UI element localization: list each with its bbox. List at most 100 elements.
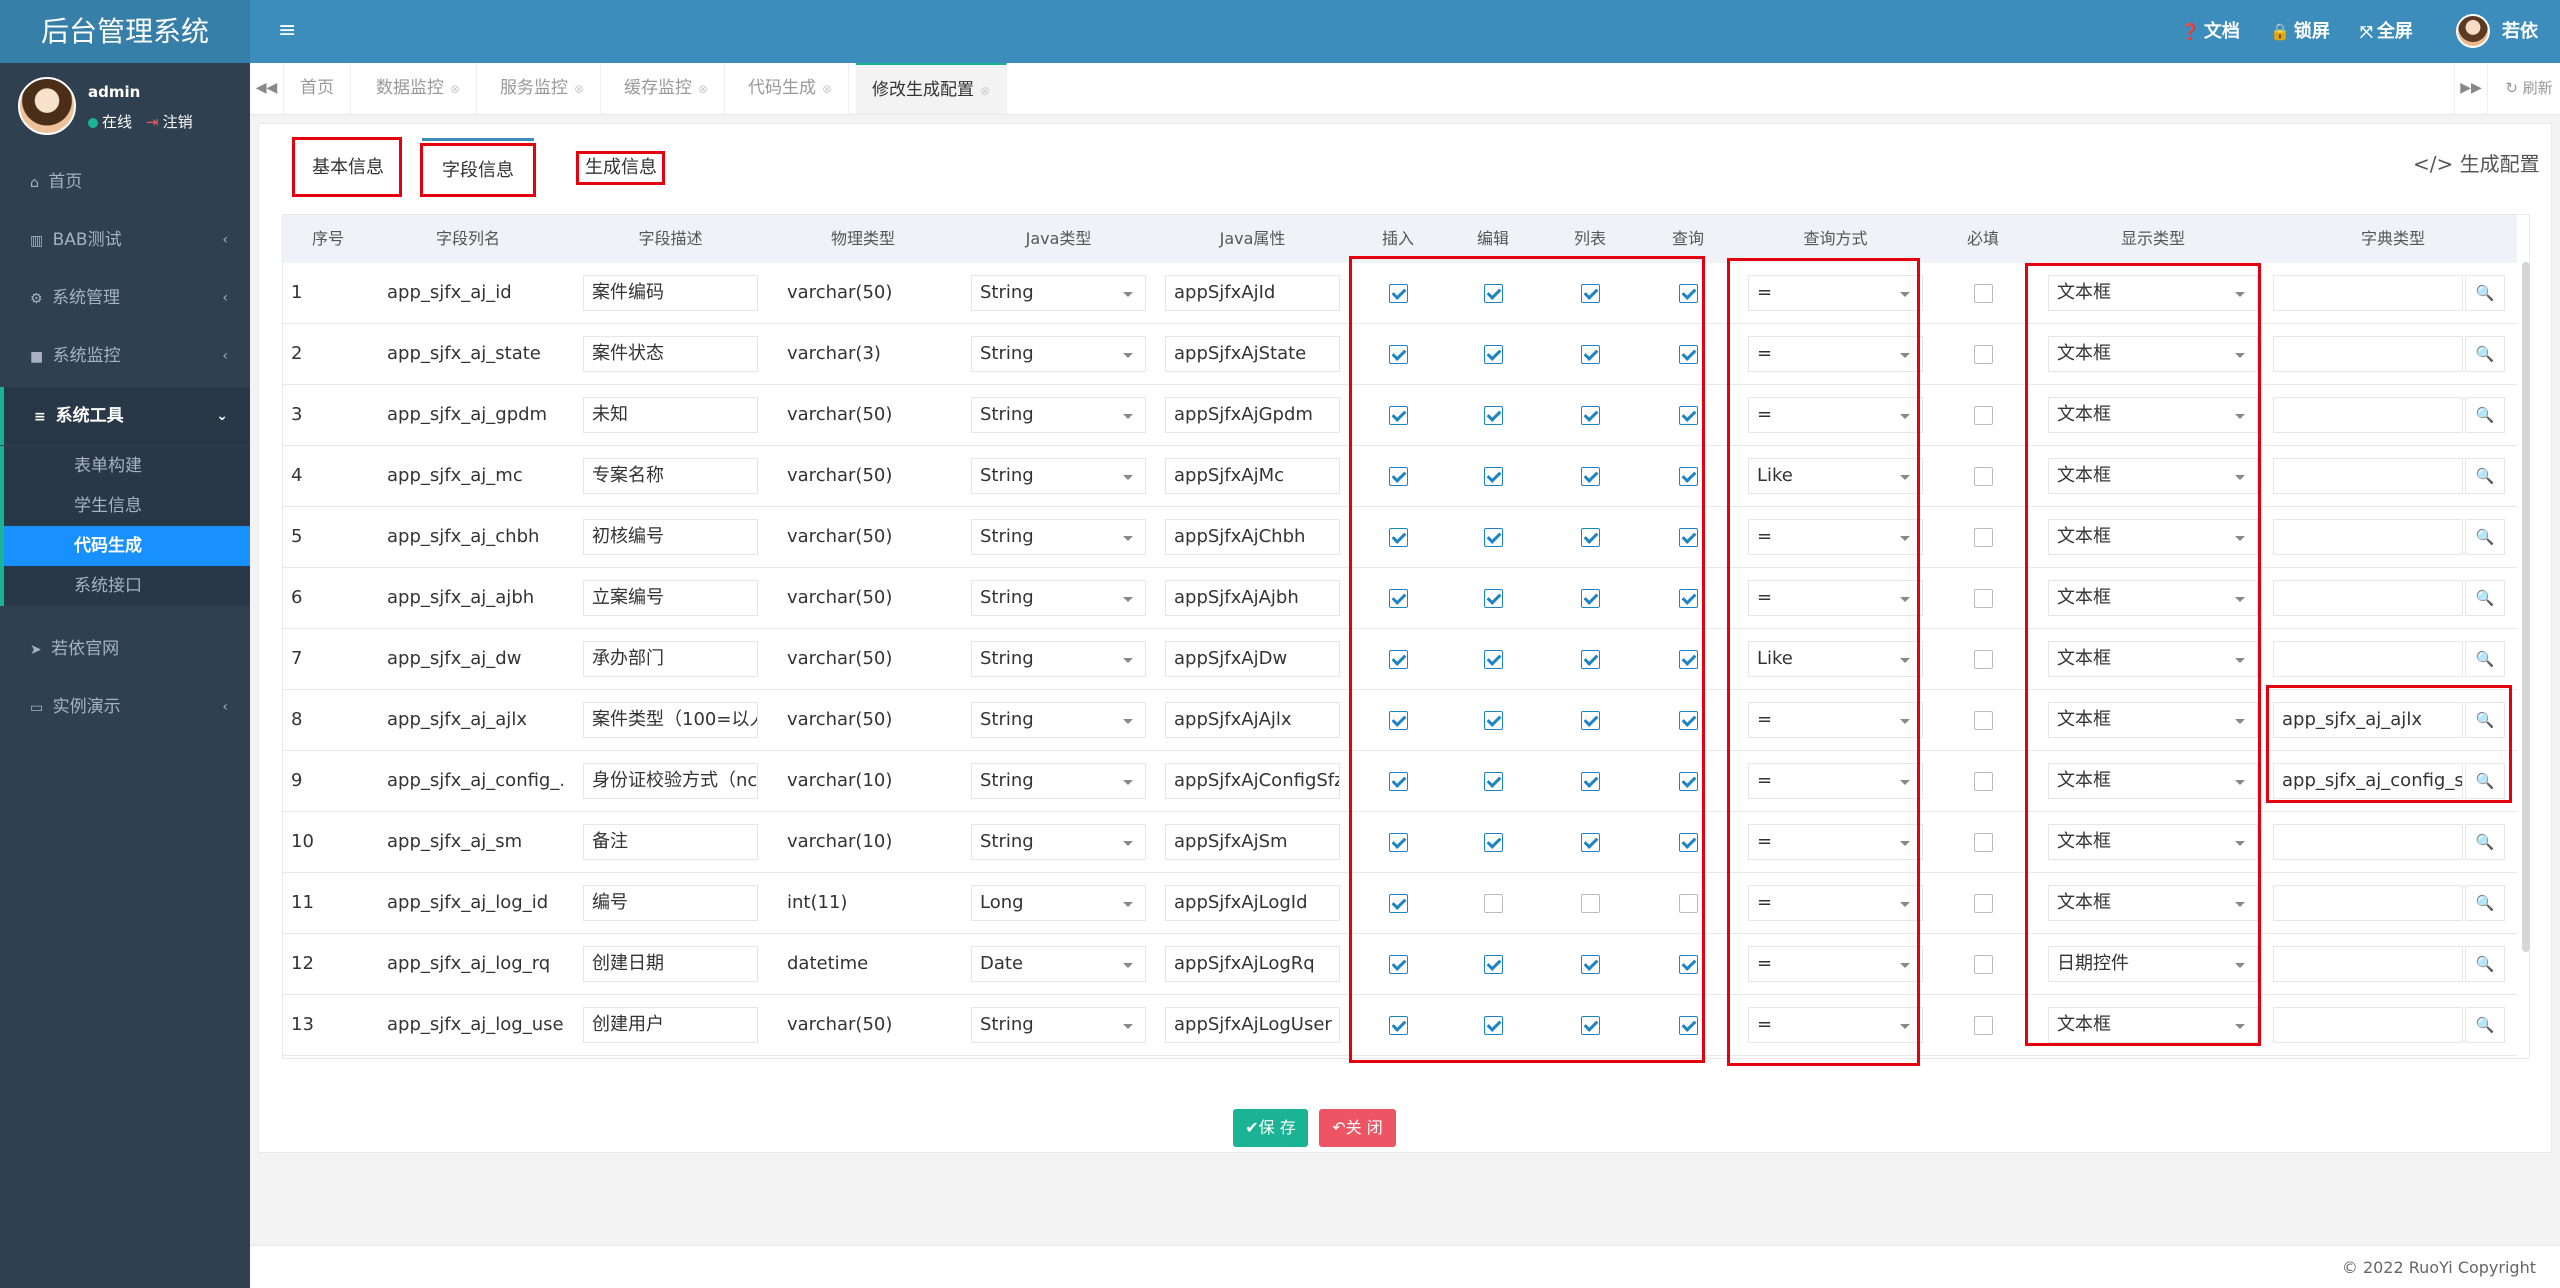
tab-field-info[interactable]: 字段信息 (422, 138, 534, 198)
list-checkbox[interactable] (1580, 711, 1600, 730)
java-attr-input[interactable]: appSjfxAjMc (1165, 458, 1340, 494)
logout-icon[interactable]: ⇥ (146, 113, 159, 131)
java-type-select[interactable]: String (971, 824, 1146, 860)
dict-type-input[interactable] (2273, 519, 2463, 555)
sidebar-item-system-monitor[interactable]: ■ 系统监控 ‹ (0, 327, 250, 385)
display-type-select[interactable]: 文本框 (2048, 885, 2258, 921)
field-desc-input[interactable]: 案件类型（100=以人 (583, 702, 758, 738)
list-checkbox[interactable] (1580, 1016, 1600, 1035)
required-checkbox[interactable] (1973, 467, 1993, 486)
edit-checkbox[interactable] (1483, 650, 1503, 669)
tab-basic-info[interactable]: 基本信息 (312, 157, 384, 178)
dict-type-input[interactable] (2273, 824, 2463, 860)
refresh-button[interactable]: ↻ 刷新 (2505, 79, 2553, 97)
search-icon[interactable]: 🔍 (2465, 702, 2505, 738)
tab-cache-monitor[interactable]: 缓存监控 ⊗ (608, 63, 726, 114)
display-type-select[interactable]: 文本框 (2048, 275, 2258, 311)
java-type-select[interactable]: String (971, 275, 1146, 311)
edit-checkbox[interactable] (1483, 284, 1503, 303)
display-type-select[interactable]: 文本框 (2048, 580, 2258, 616)
insert-checkbox[interactable] (1388, 894, 1408, 913)
display-type-select[interactable]: 文本框 (2048, 397, 2258, 433)
insert-checkbox[interactable] (1388, 406, 1408, 425)
field-desc-input[interactable]: 创建用户 (583, 1007, 758, 1043)
query-checkbox[interactable] (1678, 345, 1698, 364)
required-checkbox[interactable] (1973, 650, 1993, 669)
list-checkbox[interactable] (1580, 528, 1600, 547)
required-checkbox[interactable] (1973, 833, 1993, 852)
insert-checkbox[interactable] (1388, 589, 1408, 608)
search-icon[interactable]: 🔍 (2465, 519, 2505, 555)
search-icon[interactable]: 🔍 (2465, 275, 2505, 311)
edit-checkbox[interactable] (1483, 955, 1503, 974)
java-type-select[interactable]: String (971, 580, 1146, 616)
close-icon[interactable]: ⊗ (822, 82, 833, 96)
insert-checkbox[interactable] (1388, 345, 1408, 364)
insert-checkbox[interactable] (1388, 833, 1408, 852)
java-type-select[interactable]: String (971, 1007, 1146, 1043)
query-checkbox[interactable] (1678, 589, 1698, 608)
display-type-select[interactable]: 文本框 (2048, 763, 2258, 799)
search-icon[interactable]: 🔍 (2465, 397, 2505, 433)
field-desc-input[interactable]: 案件状态 (583, 336, 758, 372)
query-mode-select[interactable]: Like (1748, 458, 1923, 494)
java-type-select[interactable]: Date (971, 946, 1146, 982)
user-avatar[interactable] (2456, 14, 2490, 48)
java-attr-input[interactable]: appSjfxAjId (1165, 275, 1340, 311)
edit-checkbox[interactable] (1483, 1016, 1503, 1035)
edit-checkbox[interactable] (1483, 894, 1503, 913)
required-checkbox[interactable] (1973, 955, 1993, 974)
close-icon[interactable]: ⊗ (980, 84, 991, 98)
query-checkbox[interactable] (1678, 955, 1698, 974)
save-button[interactable]: ✔保 存 (1233, 1109, 1308, 1147)
java-attr-input[interactable]: appSjfxAjGpdm (1165, 397, 1340, 433)
sidebar-item-ruoyi-site[interactable]: ➤ 若依官网 (30, 639, 120, 659)
java-attr-input[interactable]: appSjfxAjAjlx (1165, 702, 1340, 738)
tab-data-monitor[interactable]: 数据监控 ⊗ (360, 63, 478, 114)
list-checkbox[interactable] (1580, 284, 1600, 303)
app-brand[interactable]: 后台管理系统 (0, 0, 250, 63)
search-icon[interactable]: 🔍 (2465, 1007, 2505, 1043)
dict-type-input[interactable] (2273, 336, 2463, 372)
fullscreen-link[interactable]: ⤧ 全屏 (2360, 21, 2413, 42)
tabs-scroll-right-icon[interactable]: ▶▶ (2454, 63, 2488, 114)
menu-toggle-icon[interactable]: ≡ (278, 18, 297, 43)
required-checkbox[interactable] (1973, 406, 1993, 425)
display-type-select[interactable]: 日期控件 (2048, 946, 2258, 982)
required-checkbox[interactable] (1973, 345, 1993, 364)
tab-home[interactable]: 首页 (284, 63, 351, 114)
query-checkbox[interactable] (1678, 772, 1698, 791)
list-checkbox[interactable] (1580, 955, 1600, 974)
insert-checkbox[interactable] (1388, 955, 1408, 974)
list-checkbox[interactable] (1580, 894, 1600, 913)
required-checkbox[interactable] (1973, 589, 1993, 608)
close-icon[interactable]: ⊗ (450, 82, 461, 96)
display-type-select[interactable]: 文本框 (2048, 1007, 2258, 1043)
sidebar-item-demo[interactable]: ▭ 实例演示 ‹ (0, 678, 250, 736)
insert-checkbox[interactable] (1388, 711, 1408, 730)
search-icon[interactable]: 🔍 (2465, 763, 2505, 799)
java-type-select[interactable]: String (971, 397, 1146, 433)
search-icon[interactable]: 🔍 (2465, 336, 2505, 372)
java-attr-input[interactable]: appSjfxAjAjbh (1165, 580, 1340, 616)
dict-type-input[interactable] (2273, 275, 2463, 311)
required-checkbox[interactable] (1973, 711, 1993, 730)
field-desc-input[interactable]: 案件编码 (583, 275, 758, 311)
tab-edit-gen-config[interactable]: 修改生成配置 ⊗ (856, 63, 1008, 114)
close-button[interactable]: ↶关 闭 (1319, 1109, 1396, 1147)
field-desc-input[interactable]: 创建日期 (583, 946, 758, 982)
display-type-select[interactable]: 文本框 (2048, 519, 2258, 555)
search-icon[interactable]: 🔍 (2465, 946, 2505, 982)
query-checkbox[interactable] (1678, 1016, 1698, 1035)
query-mode-select[interactable]: = (1748, 824, 1923, 860)
dict-type-input[interactable] (2273, 885, 2463, 921)
required-checkbox[interactable] (1973, 528, 1993, 547)
query-checkbox[interactable] (1678, 833, 1698, 852)
java-type-select[interactable]: String (971, 763, 1146, 799)
field-desc-input[interactable]: 未知 (583, 397, 758, 433)
display-type-select[interactable]: 文本框 (2048, 824, 2258, 860)
user-name[interactable]: 若依 (2502, 21, 2538, 42)
query-mode-select[interactable]: = (1748, 885, 1923, 921)
close-icon[interactable]: ⊗ (698, 82, 709, 96)
field-desc-input[interactable]: 专案名称 (583, 458, 758, 494)
